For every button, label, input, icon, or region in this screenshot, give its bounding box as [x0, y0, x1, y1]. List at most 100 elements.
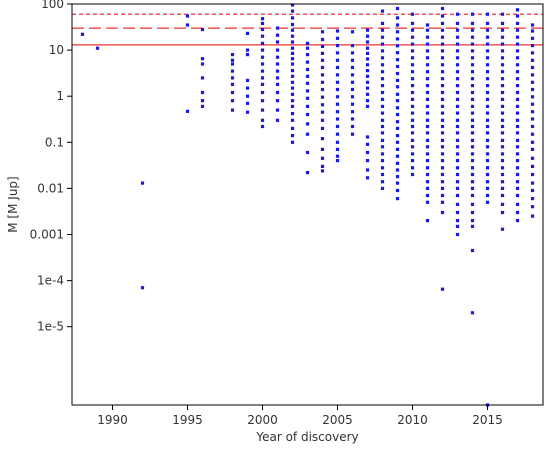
data-point	[200, 76, 205, 80]
data-point	[275, 48, 280, 52]
data-point	[395, 161, 400, 165]
data-point	[500, 90, 505, 95]
data-point	[380, 138, 385, 142]
data-point	[440, 84, 445, 88]
data-point	[425, 124, 430, 129]
data-point	[260, 34, 265, 38]
data-point	[530, 205, 535, 209]
data-point	[365, 63, 370, 67]
data-point	[410, 28, 415, 32]
data-point	[395, 197, 400, 201]
data-point	[500, 227, 505, 231]
data-point	[380, 124, 385, 129]
data-point	[530, 23, 535, 27]
data-point	[485, 35, 490, 39]
x-tick-label: 2015	[472, 413, 503, 427]
data-point	[305, 89, 310, 93]
data-point	[455, 28, 460, 32]
data-point	[440, 28, 445, 32]
data-point	[425, 200, 430, 204]
data-point	[515, 152, 520, 156]
data-point	[410, 172, 415, 177]
data-point	[320, 30, 325, 34]
data-point	[515, 219, 520, 223]
data-point	[410, 166, 415, 170]
data-point	[260, 69, 265, 73]
data-point	[365, 28, 370, 32]
data-point	[335, 159, 340, 163]
data-point	[515, 97, 520, 101]
data-point	[455, 84, 460, 88]
data-point	[515, 172, 520, 177]
data-point	[470, 138, 475, 142]
data-point	[365, 168, 370, 172]
data-point	[410, 70, 415, 74]
data-point	[365, 142, 370, 146]
data-point	[455, 70, 460, 74]
data-point	[290, 134, 295, 138]
data-point	[320, 73, 325, 77]
data-point	[470, 70, 475, 74]
data-point	[410, 12, 415, 16]
data-point	[455, 224, 460, 228]
data-point	[470, 210, 475, 215]
data-point	[320, 118, 325, 122]
data-point	[260, 82, 265, 86]
data-point	[365, 74, 370, 78]
data-point	[335, 95, 340, 99]
data-point	[440, 180, 445, 184]
data-point	[350, 65, 355, 70]
data-point	[320, 156, 325, 160]
plot-frame	[71, 3, 544, 406]
data-point	[530, 164, 535, 168]
data-point	[455, 138, 460, 142]
data-point	[455, 90, 460, 95]
data-point	[500, 42, 505, 46]
data-point	[470, 118, 475, 122]
data-point	[425, 28, 430, 32]
data-point	[485, 166, 490, 170]
data-point	[320, 80, 325, 84]
data-point	[530, 73, 535, 77]
data-point	[260, 27, 265, 32]
data-point	[380, 56, 385, 60]
data-point	[335, 80, 340, 84]
data-point	[455, 159, 460, 163]
data-point	[380, 166, 385, 170]
data-point	[320, 169, 325, 173]
data-point	[395, 126, 400, 130]
data-point	[500, 210, 505, 215]
data-point	[425, 63, 430, 67]
data-point	[470, 77, 475, 81]
data-point	[455, 152, 460, 156]
data-point	[515, 202, 520, 206]
data-point	[515, 104, 520, 108]
data-point	[245, 31, 250, 35]
data-point	[320, 87, 325, 92]
data-point	[485, 111, 490, 115]
data-point	[425, 77, 430, 81]
data-point	[395, 37, 400, 41]
data-point	[305, 60, 310, 64]
data-point	[320, 110, 325, 114]
data-point	[200, 62, 205, 66]
data-point	[395, 175, 400, 179]
data-point	[440, 97, 445, 101]
data-point	[305, 104, 310, 108]
data-point	[440, 200, 445, 204]
data-point	[200, 104, 205, 108]
data-point	[470, 131, 475, 135]
data-point	[290, 40, 295, 44]
data-point	[440, 118, 445, 122]
data-point	[485, 200, 490, 204]
data-point	[245, 48, 250, 52]
data-point	[425, 131, 430, 135]
data-point	[455, 219, 460, 223]
data-point	[485, 104, 490, 108]
data-point	[515, 180, 520, 184]
data-point	[440, 172, 445, 177]
data-point	[425, 111, 430, 115]
data-point	[470, 12, 475, 16]
data-point	[470, 42, 475, 46]
data-point	[365, 86, 370, 90]
